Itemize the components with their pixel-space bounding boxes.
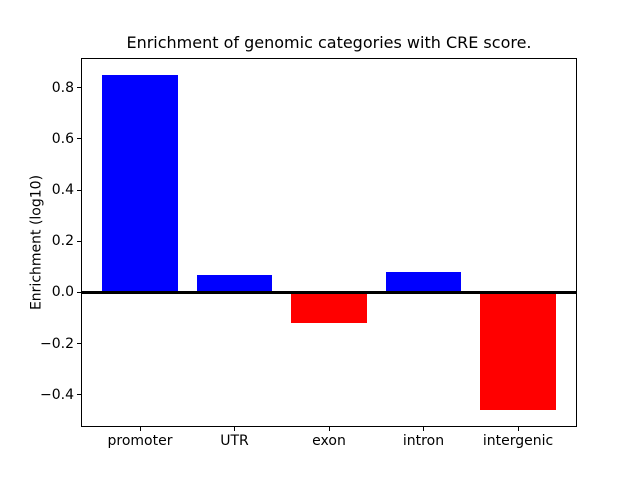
bar-UTR — [196, 274, 273, 293]
y-tick-mark — [77, 87, 81, 89]
y-tick-mark — [77, 394, 81, 396]
y-tick-label: 0.6 — [51, 130, 74, 147]
y-tick-mark — [77, 138, 81, 140]
x-tick-label-promoter: promoter — [107, 433, 173, 449]
y-tick-label: 0.0 — [51, 284, 74, 301]
x-tick-mark — [423, 427, 424, 431]
bar-exon — [291, 292, 367, 324]
y-tick-label: 0.2 — [51, 233, 74, 250]
bar-intergenic — [480, 292, 556, 411]
y-tick-mark — [77, 343, 81, 345]
bar-promoter — [102, 74, 178, 293]
y-tick-mark — [77, 240, 81, 242]
x-tick-mark — [234, 427, 235, 431]
y-tick-mark — [77, 189, 81, 191]
zero-baseline — [81, 290, 577, 294]
y-tick-mark — [77, 291, 81, 293]
y-tick-label: −0.4 — [40, 386, 74, 403]
x-tick-label-exon: exon — [312, 433, 346, 449]
y-tick-label: 0.8 — [51, 79, 74, 96]
x-tick-mark — [139, 427, 141, 431]
y-tick-label: −0.2 — [40, 335, 74, 352]
x-tick-mark — [517, 427, 519, 431]
bar-intron — [385, 271, 462, 293]
chart-title: Enrichment of genomic categories with CR… — [126, 33, 532, 52]
x-tick-label-UTR: UTR — [220, 433, 249, 449]
y-tick-label: 0.4 — [51, 182, 74, 198]
x-tick-mark — [328, 427, 330, 431]
x-tick-label-intron: intron — [402, 433, 445, 449]
x-tick-label-intergenic: intergenic — [482, 433, 554, 449]
